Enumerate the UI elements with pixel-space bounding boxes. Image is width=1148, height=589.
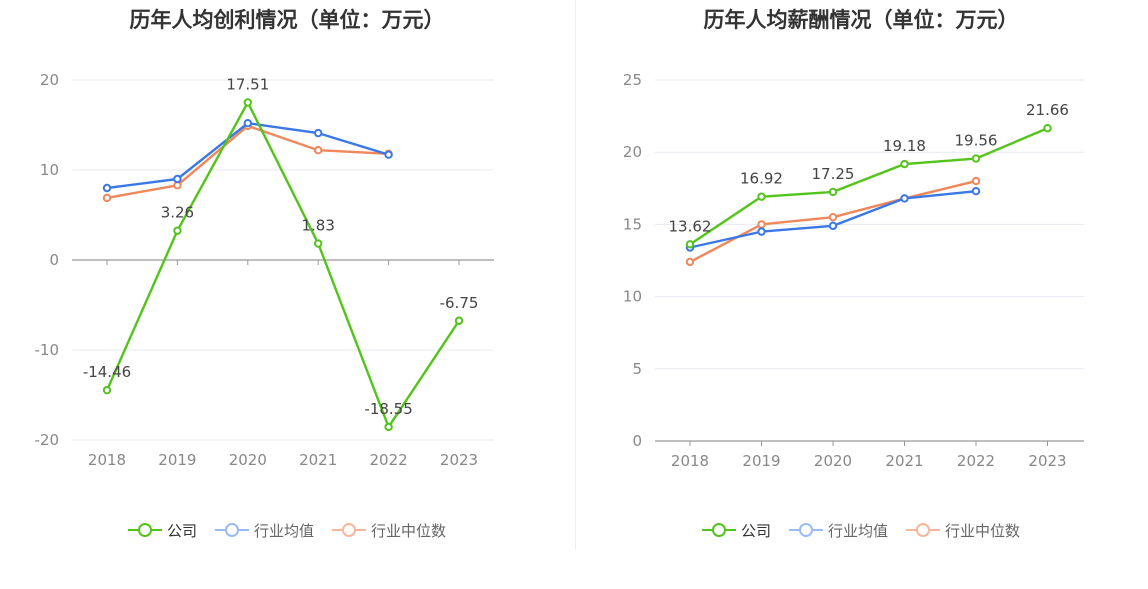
y-tick-label: 10 <box>623 288 642 306</box>
data-label: 3.26 <box>161 204 194 222</box>
data-point-industry-median[interactable] <box>102 193 112 203</box>
salary-per-capita-panel: 历年人均薪酬情况（单位：万元） 25 20 15 10 5 0 2018 2019 2020 20… <box>574 0 1148 589</box>
data-point-company[interactable] <box>757 192 766 201</box>
y-tick-label: -10 <box>35 341 60 359</box>
legend-label: 行业均值 <box>827 521 888 540</box>
data-point-company[interactable] <box>685 240 695 249</box>
series-line-company <box>105 101 461 429</box>
panel-divider <box>575 0 576 550</box>
x-tick-label: 2023 <box>440 451 478 469</box>
y-tick-label: 0 <box>632 432 642 450</box>
data-point-company[interactable] <box>971 154 981 163</box>
legend-label: 行业均值 <box>253 521 314 540</box>
data-point-company[interactable] <box>454 316 464 325</box>
legend-line-marker-icon <box>788 522 823 538</box>
data-point-company[interactable] <box>1043 124 1052 133</box>
data-point-industry-avg[interactable] <box>102 183 112 193</box>
x-tick-label: 2022 <box>957 452 995 470</box>
y-tick-label: 20 <box>623 143 642 161</box>
y-tick-label: 25 <box>623 71 642 89</box>
legend-line-marker-icon <box>214 522 249 538</box>
x-tick-label: 2019 <box>158 451 196 469</box>
legend-line-marker-icon <box>332 522 366 538</box>
series-line-company <box>689 127 1048 246</box>
data-label: 17.25 <box>812 165 855 183</box>
data-point-industry-avg[interactable] <box>757 227 766 236</box>
legend-label: 公司 <box>740 521 771 540</box>
legend-item-industry-avg[interactable]: 行业均值 <box>214 520 314 541</box>
x-tick-label: 2018 <box>88 451 126 469</box>
data-point-industry-avg[interactable] <box>384 150 393 159</box>
y-tick-label: 15 <box>623 215 642 233</box>
x-tick-label: 2021 <box>885 452 923 470</box>
data-label: -6.75 <box>440 294 479 312</box>
salary-per-capita-chart: 25 20 15 10 5 0 2018 2019 2020 2021 2022 2023 13.62 1… <box>623 71 1084 470</box>
data-label: 13.62 <box>669 217 712 235</box>
data-point-company[interactable] <box>828 187 838 197</box>
data-label: -18.55 <box>364 400 412 418</box>
data-point-industry-median[interactable] <box>757 220 766 229</box>
legend-item-industry-median[interactable]: 行业中位数 <box>332 520 446 541</box>
legend-label: 公司 <box>166 521 197 540</box>
y-tick-label: 10 <box>40 161 59 179</box>
data-point-company[interactable] <box>102 385 112 395</box>
data-point-industry-median[interactable] <box>314 146 323 155</box>
profit-per-capita-chart: 20 10 0 -10 -20 2018 2019 2020 2021 2022 2023 -14.4… <box>35 71 494 469</box>
data-point-company[interactable] <box>243 98 253 107</box>
legend-label: 行业中位数 <box>945 521 1021 540</box>
data-point-industry-median[interactable] <box>828 212 838 222</box>
legend: 公司 行业均值 行业中位数 <box>0 518 574 542</box>
x-tick-label: 2019 <box>742 452 780 470</box>
x-tick-label: 2020 <box>229 451 267 469</box>
data-point-company[interactable] <box>900 159 909 169</box>
series-line-industry-median <box>106 124 389 200</box>
data-label: 21.66 <box>1026 101 1069 119</box>
series-line-industry-avg <box>106 121 389 190</box>
data-point-industry-median[interactable] <box>971 176 981 186</box>
legend-line-marker-icon <box>127 522 162 538</box>
data-point-industry-avg[interactable] <box>173 174 182 184</box>
data-label: 19.56 <box>955 132 998 150</box>
data-label: 1.83 <box>301 217 334 235</box>
legend-item-industry-median[interactable]: 行业中位数 <box>906 520 1020 541</box>
legend-label: 行业中位数 <box>371 521 447 540</box>
data-point-industry-avg[interactable] <box>900 194 909 203</box>
y-tick-label: 0 <box>49 251 59 269</box>
data-label: 19.18 <box>883 137 926 155</box>
x-tick-label: 2020 <box>814 452 852 470</box>
y-tick-label: 5 <box>632 360 642 378</box>
data-point-industry-avg[interactable] <box>314 128 323 138</box>
profit-per-capita-panel: 历年人均创利情况（单位：万元） 20 10 0 -10 -20 2018 2019 2020 2… <box>0 8 574 542</box>
y-tick-label: 20 <box>40 71 59 89</box>
legend-line-marker-icon <box>906 522 940 538</box>
y-tick-label: -20 <box>35 431 60 449</box>
data-label: -14.46 <box>83 363 131 381</box>
chart-title: 历年人均创利情况（单位：万元） <box>129 8 445 32</box>
chart-title: 历年人均薪酬情况（单位：万元） <box>703 8 1019 32</box>
data-label: 17.51 <box>226 75 269 93</box>
legend-line-marker-icon <box>701 522 736 538</box>
legend: 公司 行业均值 行业中位数 <box>574 518 1148 542</box>
legend-item-company[interactable]: 公司 <box>127 520 197 541</box>
x-tick-label: 2021 <box>299 451 337 469</box>
data-label: 16.92 <box>740 170 783 188</box>
data-point-company[interactable] <box>173 226 182 235</box>
x-tick-label: 2018 <box>671 452 709 470</box>
x-tick-label: 2023 <box>1028 452 1066 470</box>
data-point-industry-avg[interactable] <box>243 119 253 128</box>
data-point-company[interactable] <box>314 239 323 248</box>
legend-item-company[interactable]: 公司 <box>701 520 771 541</box>
data-point-industry-median[interactable] <box>685 257 695 267</box>
data-point-industry-avg[interactable] <box>828 221 838 231</box>
x-tick-label: 2022 <box>370 451 408 469</box>
legend-item-industry-avg[interactable]: 行业均值 <box>788 520 888 541</box>
data-point-industry-avg[interactable] <box>971 186 981 196</box>
data-point-company[interactable] <box>384 422 393 432</box>
